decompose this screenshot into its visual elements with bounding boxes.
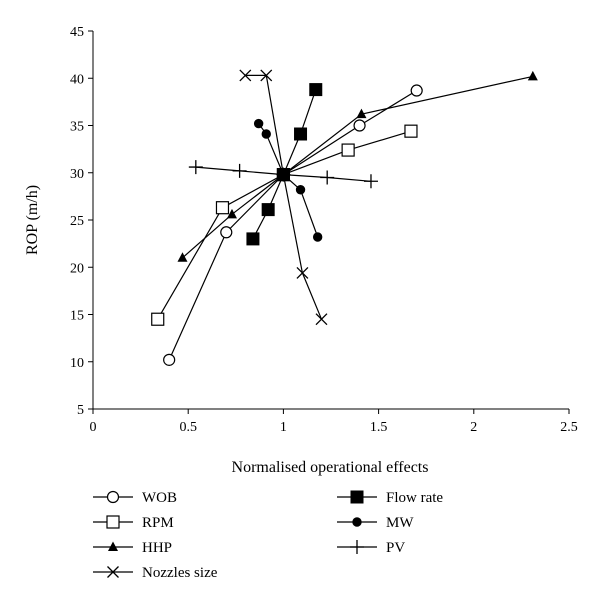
y-tick-label: 25 xyxy=(70,214,84,229)
y-tick-label: 20 xyxy=(70,261,84,276)
series-line-flow-rate xyxy=(252,89,317,240)
data-point-wob xyxy=(163,353,176,366)
legend-item-wob: WOB xyxy=(93,490,177,506)
data-point-flow-rate xyxy=(309,83,323,97)
data-point-nozzles-size xyxy=(260,69,273,82)
legend-marker-hhp xyxy=(108,541,118,551)
x-tick-label: 2.5 xyxy=(560,420,578,435)
x-tick-label: 0.5 xyxy=(179,420,197,435)
legend-label-wob: WOB xyxy=(142,490,177,506)
legend-label-pv: PV xyxy=(386,540,405,556)
data-point-hhp xyxy=(527,70,538,81)
plot-area xyxy=(151,69,538,366)
data-point-rpm xyxy=(341,143,355,157)
y-tick-label: 15 xyxy=(70,309,84,324)
data-point-rpm xyxy=(404,124,418,138)
x-tick-label: 1.5 xyxy=(370,420,388,435)
series-lines xyxy=(157,74,533,361)
axes: 0 0.5 1 1.5 2 2.5 5 10 15 20 25 30 35 40 45 xyxy=(70,25,578,435)
series-pv-points xyxy=(188,160,378,189)
data-point-flow-rate xyxy=(246,232,260,246)
legend-item-mw: MW xyxy=(337,515,414,531)
legend-marker-wob xyxy=(106,490,120,504)
data-point-hhp xyxy=(226,208,237,219)
data-point-nozzles-size xyxy=(315,313,328,326)
data-point-nozzles-size xyxy=(296,266,309,279)
legend: WOB RPM HHP Nozzles size Flow rate MW PV xyxy=(93,490,443,581)
y-axis-title: ROP (m/h) xyxy=(24,185,41,255)
legend-marker-flow-rate xyxy=(350,490,364,504)
x-axis-title: Normalised operational effects xyxy=(232,459,429,476)
data-point-flow-rate xyxy=(294,127,308,141)
data-point-pv xyxy=(320,170,335,185)
data-point-wob xyxy=(353,119,366,132)
series-nozzles-size-points xyxy=(239,69,328,326)
data-point-pv xyxy=(363,174,378,189)
data-point-mw xyxy=(295,185,306,195)
data-point-mw xyxy=(253,118,264,129)
data-point-wob xyxy=(410,84,423,97)
data-point-mw xyxy=(312,232,323,242)
series-line-hhp xyxy=(182,75,533,259)
data-point-hhp xyxy=(356,108,367,119)
legend-label-mw: MW xyxy=(386,515,414,531)
series-line-nozzles-size xyxy=(245,74,323,320)
legend-marker-mw xyxy=(352,517,362,527)
data-point-flow-rate xyxy=(261,203,275,217)
y-tick-label: 10 xyxy=(70,356,84,371)
y-tick-label: 40 xyxy=(70,72,84,87)
data-point-pv xyxy=(232,163,247,178)
legend-item-rpm: RPM xyxy=(93,515,174,531)
series-rpm-points xyxy=(151,124,418,326)
y-tick-label: 35 xyxy=(70,120,84,135)
legend-marker-nozzles-size xyxy=(107,566,119,578)
legend-marker-rpm xyxy=(106,515,120,529)
data-point-hhp xyxy=(177,252,188,262)
x-tick-label: 1 xyxy=(280,420,287,435)
data-point-wob xyxy=(220,226,233,239)
y-tick-label: 5 xyxy=(77,403,84,418)
data-point-pv xyxy=(188,160,203,175)
legend-label-nozzles-size: Nozzles size xyxy=(142,565,218,581)
data-point-mw xyxy=(261,129,271,139)
legend-item-nozzles-size: Nozzles size xyxy=(93,565,218,581)
legend-label-flow-rate: Flow rate xyxy=(386,490,443,506)
data-point-rpm xyxy=(151,312,165,326)
legend-item-pv: PV xyxy=(337,540,405,556)
legend-item-flow-rate: Flow rate xyxy=(337,490,443,506)
data-point-nozzles-size xyxy=(239,69,252,82)
series-line-rpm xyxy=(157,130,412,320)
x-tick-label: 0 xyxy=(90,420,97,435)
x-tick-label: 2 xyxy=(470,420,477,435)
data-point-rpm xyxy=(215,201,230,215)
y-tick-label: 30 xyxy=(70,167,84,182)
series-markers xyxy=(151,69,538,366)
legend-label-hhp: HHP xyxy=(142,540,172,556)
y-tick-label: 45 xyxy=(70,25,84,40)
data-point-pv xyxy=(276,167,291,182)
legend-item-hhp: HHP xyxy=(93,540,172,556)
legend-label-rpm: RPM xyxy=(142,515,174,531)
legend-marker-pv xyxy=(350,540,364,554)
